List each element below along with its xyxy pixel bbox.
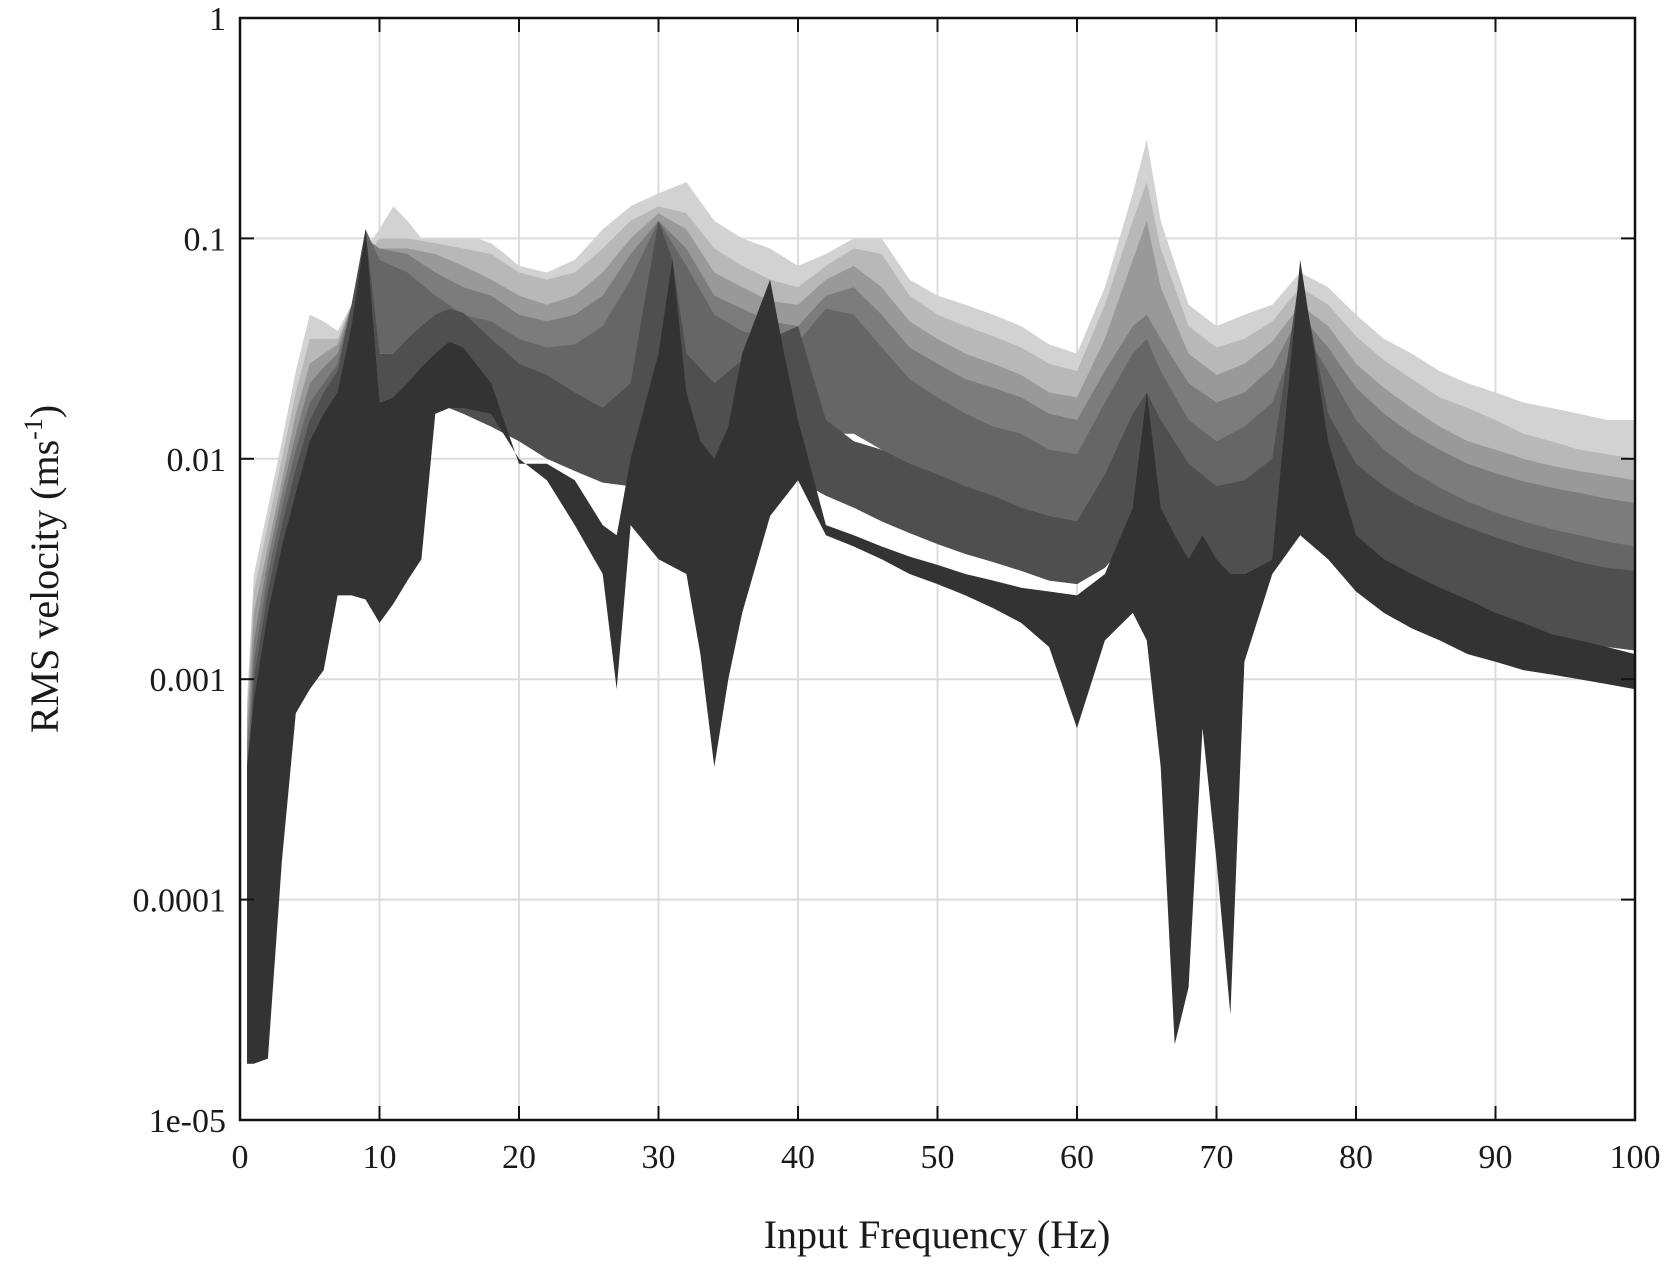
y-tick-label: 0.0001 [133, 883, 227, 920]
y-tick-label: 0.01 [167, 442, 227, 479]
x-tick-label: 20 [502, 1139, 536, 1176]
x-tick-label: 90 [1479, 1139, 1513, 1176]
y-tick-label: 0.1 [184, 221, 227, 258]
y-tick-label: 1 [209, 1, 226, 38]
data-bands [247, 139, 1635, 1064]
x-tick-label: 30 [642, 1139, 676, 1176]
data-band [247, 220, 1635, 900]
y-axis-title: RMS velocity (ms-1) [19, 405, 67, 733]
y-axis-title-close: ) [22, 405, 67, 418]
x-tick-label: 0 [232, 1139, 249, 1176]
x-tick-label: 10 [363, 1139, 397, 1176]
y-tick-label: 1e-05 [149, 1103, 226, 1140]
x-axis-title: Input Frequency (Hz) [764, 1212, 1111, 1257]
y-tick-labels: 1e-05 0.0001 0.001 0.01 0.1 1 [133, 1, 227, 1140]
y-axis-title-sup: -1 [19, 418, 48, 440]
x-tick-label: 60 [1060, 1139, 1094, 1176]
x-tick-label: 50 [921, 1139, 955, 1176]
x-tick-label: 40 [781, 1139, 815, 1176]
y-axis-title-main: RMS velocity (ms [22, 440, 67, 733]
x-tick-label: 100 [1610, 1139, 1661, 1176]
axis-ticks [239, 17, 1636, 1121]
y-tick-label: 0.001 [150, 662, 227, 699]
data-band [247, 229, 1635, 1064]
x-tick-label: 80 [1339, 1139, 1373, 1176]
x-tick-label: 70 [1200, 1139, 1234, 1176]
x-tick-labels: 0 10 20 30 40 50 60 70 80 90 100 [232, 1139, 1661, 1176]
